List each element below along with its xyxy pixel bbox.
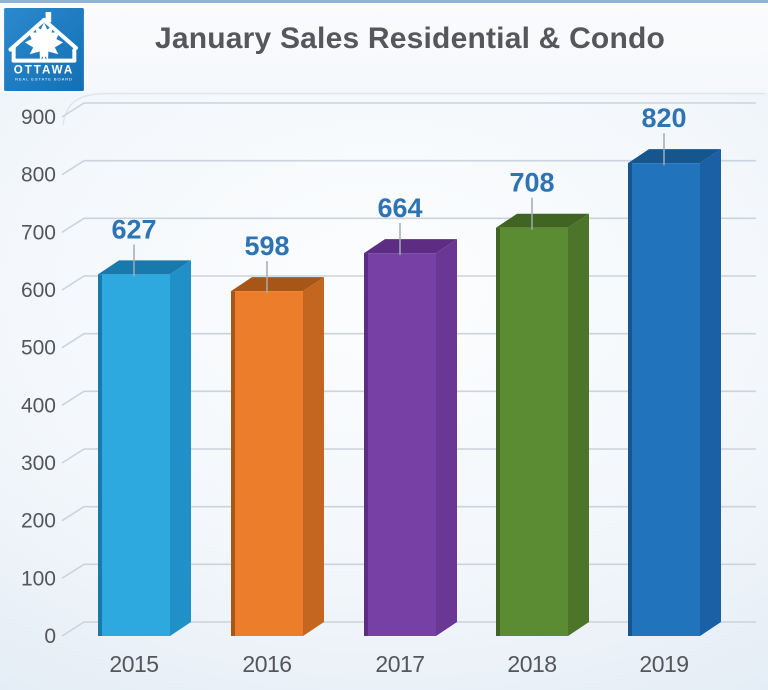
bar-side-face	[303, 277, 324, 636]
value-label-2017: 664	[377, 193, 422, 223]
bar-top-face	[496, 213, 589, 228]
value-label-2018: 708	[509, 168, 554, 198]
logo-sub-text: REAL ESTATE BOARD	[15, 77, 73, 82]
value-label-2015: 627	[111, 214, 156, 244]
x-tick-label-2018: 2018	[507, 651, 556, 677]
bar-left-edge	[98, 274, 102, 636]
bar-left-edge	[364, 253, 368, 637]
x-tick-label-2015: 2015	[109, 651, 158, 677]
bar-front-face	[628, 163, 700, 636]
y-tick-label-700: 700	[21, 221, 56, 244]
y-tick-label-0: 0	[44, 625, 56, 648]
x-tick-label-2019: 2019	[639, 651, 688, 677]
bar-2015	[98, 260, 191, 636]
bar-top-face	[364, 239, 457, 254]
top-border-line	[0, 0, 768, 3]
bar-top-face	[98, 260, 191, 275]
house-maple-leaf-icon: OTTAWA REAL ESTATE BOARD	[4, 8, 84, 91]
value-label-2019: 820	[641, 103, 686, 133]
bar-2019	[628, 149, 721, 636]
bar-2017	[364, 239, 457, 637]
y-tick-label-400: 400	[21, 394, 56, 417]
y-tick-label-500: 500	[21, 337, 56, 360]
logo-org-text: OTTAWA	[14, 64, 75, 76]
x-tick-label-2016: 2016	[242, 651, 291, 677]
oreb-logo: OTTAWA REAL ESTATE BOARD	[4, 8, 84, 91]
bar-side-face	[170, 260, 191, 636]
bar-top-face	[231, 277, 324, 292]
bar-top-face	[628, 149, 721, 164]
bar-front-face	[364, 253, 436, 637]
gridline-900	[61, 102, 756, 118]
y-tick-label-200: 200	[21, 510, 56, 533]
page-title: January Sales Residential & Condo	[154, 22, 666, 55]
gridline-800	[61, 159, 756, 176]
value-label-2016: 598	[244, 231, 289, 261]
bar-side-face	[700, 149, 721, 636]
bar-2018	[496, 213, 589, 636]
y-tick-label-100: 100	[21, 567, 56, 590]
bar-2016	[231, 277, 324, 636]
bar-front-face	[231, 291, 303, 636]
bar-left-edge	[628, 163, 632, 636]
y-tick-label-600: 600	[21, 279, 56, 302]
bar-front-face	[98, 274, 170, 636]
y-tick-label-300: 300	[21, 452, 56, 475]
x-tick-label-2017: 2017	[375, 651, 424, 677]
bar-left-edge	[231, 291, 235, 636]
y-tick-label-900: 900	[21, 106, 56, 129]
bar-front-face	[496, 227, 568, 636]
y-tick-label-800: 800	[21, 164, 56, 187]
bar-left-edge	[496, 227, 500, 636]
bar-side-face	[436, 239, 457, 637]
title-band	[0, 3, 768, 93]
bar-side-face	[568, 213, 589, 636]
